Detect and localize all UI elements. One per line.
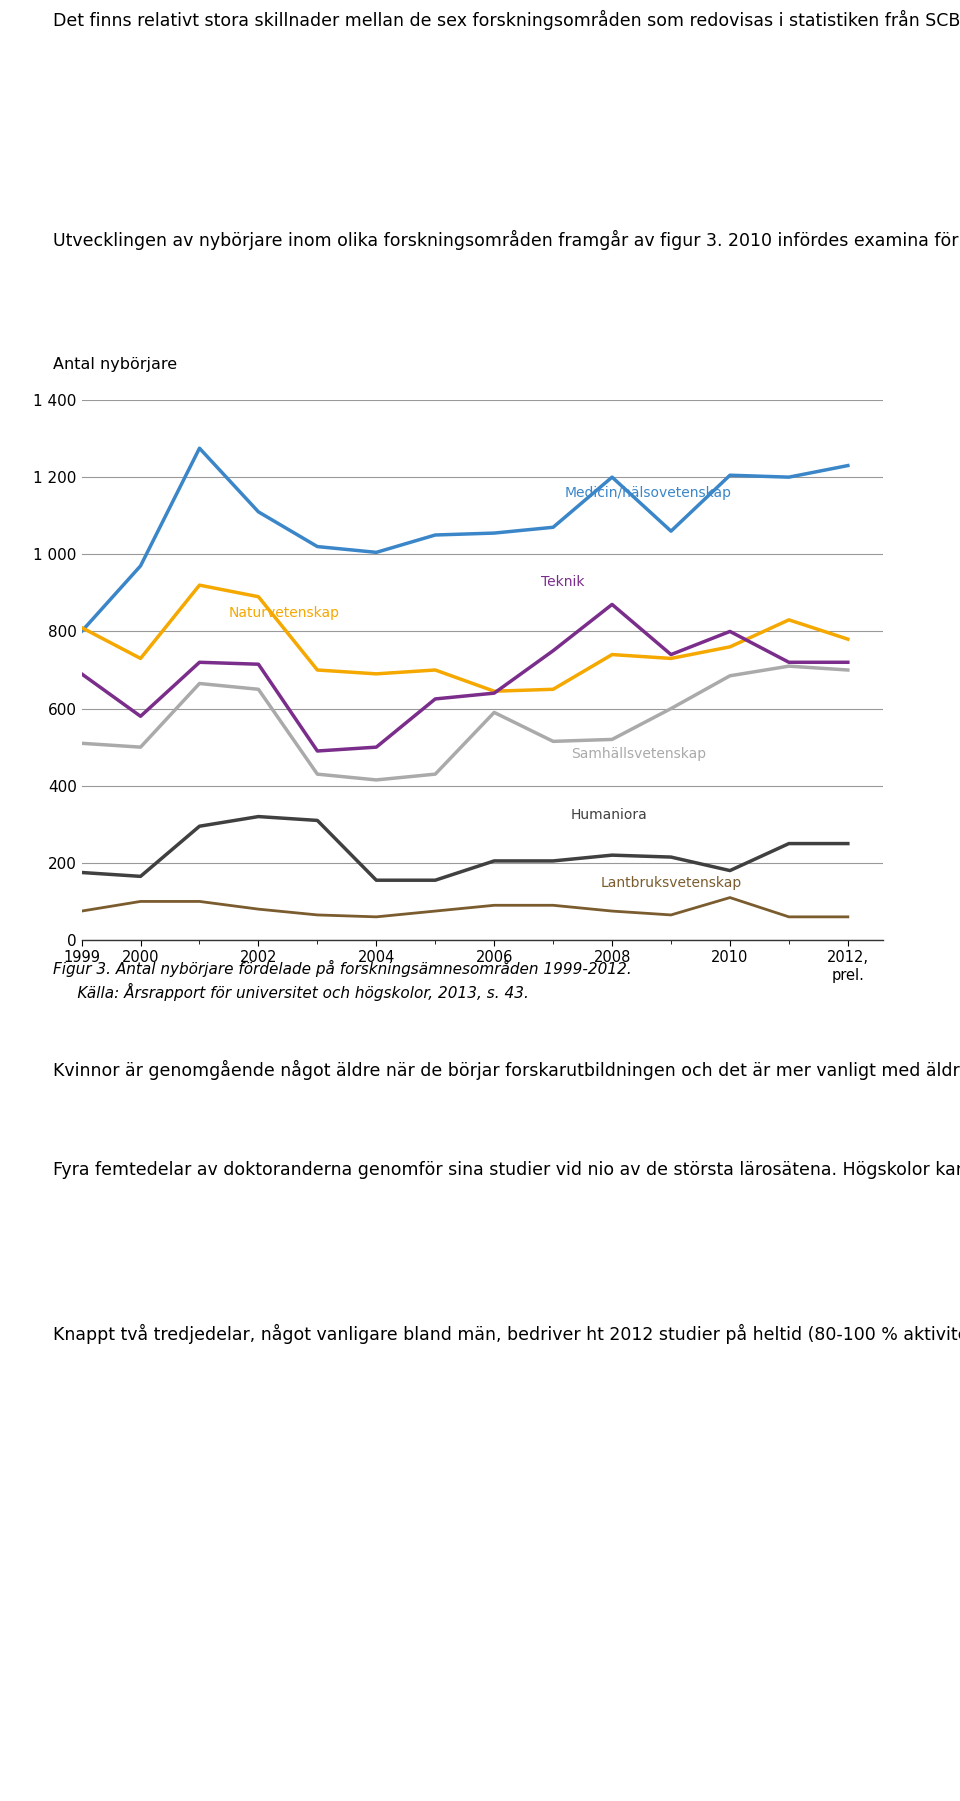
Text: Medicin/hälsovetenskap: Medicin/hälsovetenskap [564, 486, 732, 501]
Text: Humaniora: Humaniora [571, 809, 648, 823]
Text: Figur 3. Antal nybörjare fördelade på forskningsämnesområden 1999-2012.
     Käl: Figur 3. Antal nybörjare fördelade på fo… [53, 960, 632, 1001]
Text: Antal nybörjare: Antal nybörjare [53, 357, 177, 371]
Text: Fyra femtedelar av doktoranderna genomför sina studier vid nio av de största lär: Fyra femtedelar av doktoranderna genomfö… [53, 1160, 960, 1180]
Text: Det finns relativt stora skillnader mellan de sex forskningsområden som redovisa: Det finns relativt stora skillnader mell… [53, 11, 960, 31]
Text: Knappt två tredjedelar, något vanligare bland män, bedriver ht 2012 studier på h: Knappt två tredjedelar, något vanligare … [53, 1324, 960, 1344]
Text: Samhällsvetenskap: Samhällsvetenskap [571, 747, 706, 760]
Text: Naturvetenskap: Naturvetenskap [228, 605, 340, 620]
Text: Lantbruksvetenskap: Lantbruksvetenskap [600, 875, 741, 890]
Text: Kvinnor är genomgående något äldre när de börjar forskarutbildningen och det är : Kvinnor är genomgående något äldre när d… [53, 1061, 960, 1081]
Text: Teknik: Teknik [541, 575, 585, 589]
Text: Utvecklingen av nybörjare inom olika forskningsområden framgår av figur 3. 2010 : Utvecklingen av nybörjare inom olika for… [53, 231, 960, 250]
